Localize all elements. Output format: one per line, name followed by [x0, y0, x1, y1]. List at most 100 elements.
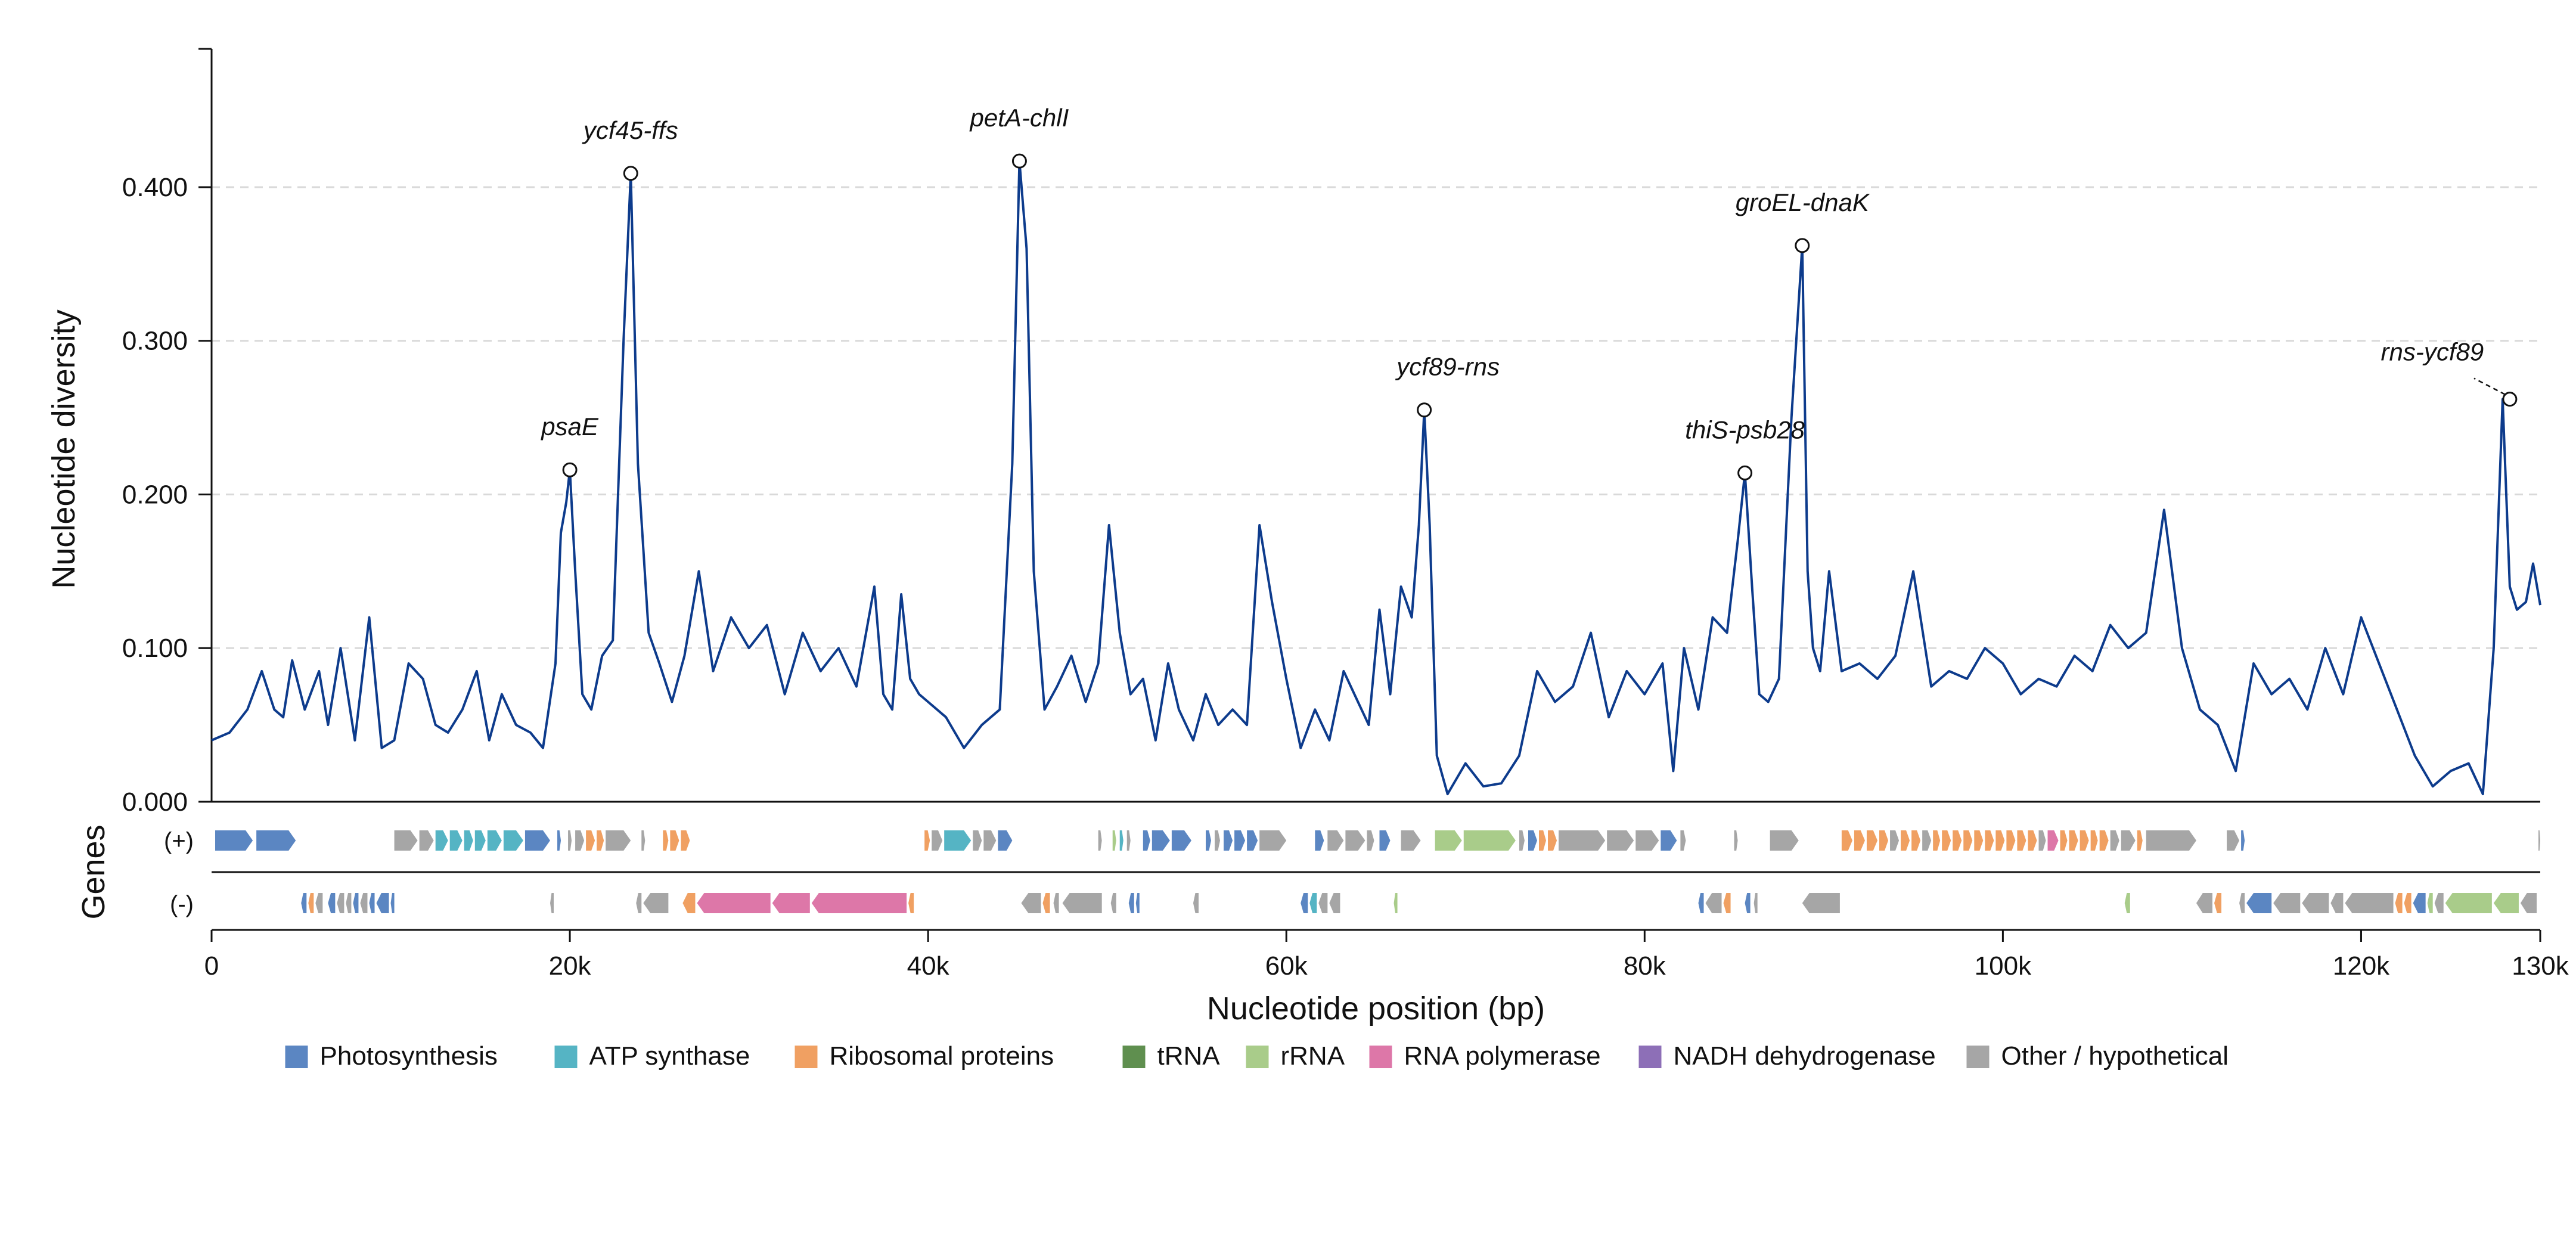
gene-minus	[2214, 893, 2222, 913]
x-tick-label: 40k	[907, 951, 950, 981]
gene-minus	[346, 893, 352, 913]
gene-plus	[1911, 830, 1921, 851]
gene-minus	[1802, 893, 1840, 913]
gene-plus	[1841, 830, 1852, 851]
gene-minus	[369, 893, 375, 913]
gene-plus	[1538, 830, 1547, 851]
gene-plus	[1345, 830, 1365, 851]
gene-plus	[663, 830, 669, 851]
gene-minus	[315, 893, 323, 913]
gene-minus	[643, 893, 669, 913]
gene-minus	[1110, 893, 1116, 913]
gene-plus	[2017, 830, 2026, 851]
gene-plus	[1098, 830, 1102, 851]
gene-minus	[1309, 893, 1317, 913]
legend-swatch	[1122, 1046, 1146, 1068]
gene-plus	[1963, 830, 1973, 851]
gene-plus	[1126, 830, 1131, 851]
gene-minus	[1193, 893, 1199, 913]
gene-minus	[2239, 893, 2245, 913]
peak-marker	[562, 462, 578, 477]
gene-plus	[973, 830, 982, 851]
gene-minus	[2434, 893, 2444, 913]
x-axis: 0 20k 40k 60k 80k 100k 120k 130k Nucleotide posi…	[204, 801, 2569, 1026]
gene-minus	[337, 893, 344, 913]
x-tick-label: 20k	[549, 951, 592, 981]
diversity-series	[211, 160, 2541, 796]
gene-plus	[1890, 830, 1900, 851]
gene-plus	[1401, 830, 1421, 851]
gene-plus	[2137, 830, 2143, 851]
gene-plus	[1224, 830, 1233, 851]
gene-plus	[1528, 830, 1537, 851]
gene-plus	[2090, 830, 2098, 851]
gene-minus	[2345, 893, 2394, 913]
gene-minus	[1318, 893, 1328, 913]
gene-minus	[1753, 893, 1758, 913]
peak-label: groEL-dnaK	[1736, 188, 1870, 216]
gene-minus	[2404, 893, 2411, 913]
gene-plus	[474, 830, 486, 851]
y-axis-title: Nucleotide diversity	[46, 309, 82, 588]
gene-minus	[1723, 893, 1731, 913]
gene-plus	[2227, 830, 2240, 851]
gene-plus	[575, 830, 585, 851]
gene-plus	[1143, 830, 1150, 851]
gene-plus	[1205, 830, 1212, 851]
gene-plus	[2038, 830, 2046, 851]
y-tick-label: 0.100	[122, 634, 188, 663]
gene-track-title: Genes	[76, 824, 111, 919]
gene-plus	[1259, 830, 1287, 851]
gene-plus	[586, 830, 595, 851]
gene-plus	[1985, 830, 1994, 851]
gene-minus	[2124, 893, 2130, 913]
gene-minus	[2445, 893, 2492, 913]
gene-plus	[394, 830, 418, 851]
gene-plus	[1548, 830, 1557, 851]
gene-minus	[308, 893, 314, 913]
minus-strand-label: (-)	[170, 891, 194, 917]
gene-plus	[2069, 830, 2078, 851]
legend-label: Photosynthesis	[320, 1041, 498, 1071]
gene-plus	[1901, 830, 1910, 851]
y-tick-label: 0.300	[122, 327, 188, 356]
gene-plus	[944, 830, 972, 851]
gene-plus	[1922, 830, 1932, 851]
legend-label: Ribosomal proteins	[830, 1041, 1054, 1071]
gene-minus	[697, 893, 771, 913]
gene-plus	[2028, 830, 2037, 851]
peak-marker	[1011, 153, 1027, 169]
gene-plus	[256, 830, 296, 851]
gene-plus	[568, 830, 572, 851]
gene-plus	[1607, 830, 1634, 851]
peak-marker	[1737, 465, 1753, 480]
peak-label: thiS-psb28	[1685, 415, 1805, 443]
peak-marker	[2502, 392, 2518, 407]
gene-minus	[2196, 893, 2213, 913]
gene-minus	[1128, 893, 1134, 913]
legend-label: ATP synthase	[589, 1041, 750, 1071]
x-tick-label: 100k	[1975, 951, 2032, 981]
peak-label: psaE	[540, 413, 599, 441]
gene-plus	[1854, 830, 1865, 851]
gene-minus	[2395, 893, 2403, 913]
gene-minus	[636, 893, 642, 913]
gene-plus	[983, 830, 997, 851]
gene-plus	[1435, 830, 1462, 851]
gene-plus	[2080, 830, 2089, 851]
y-tick-label: 0.000	[122, 787, 188, 817]
gene-plus	[1734, 830, 1738, 851]
legend-label: Other / hypothetical	[2001, 1041, 2229, 1071]
peak-marker	[1417, 402, 1432, 418]
legend-swatch	[1966, 1046, 1990, 1068]
gene-minus	[1705, 893, 1722, 913]
gene-minus	[1329, 893, 1340, 913]
gene-plus	[449, 830, 463, 851]
gene-minus	[772, 893, 810, 913]
gene-plus	[2121, 830, 2136, 851]
gene-plus	[1559, 830, 1606, 851]
gene-plus	[670, 830, 679, 851]
gene-plus	[215, 830, 253, 851]
gene-plus	[1680, 830, 1686, 851]
gene-plus	[2241, 830, 2245, 851]
